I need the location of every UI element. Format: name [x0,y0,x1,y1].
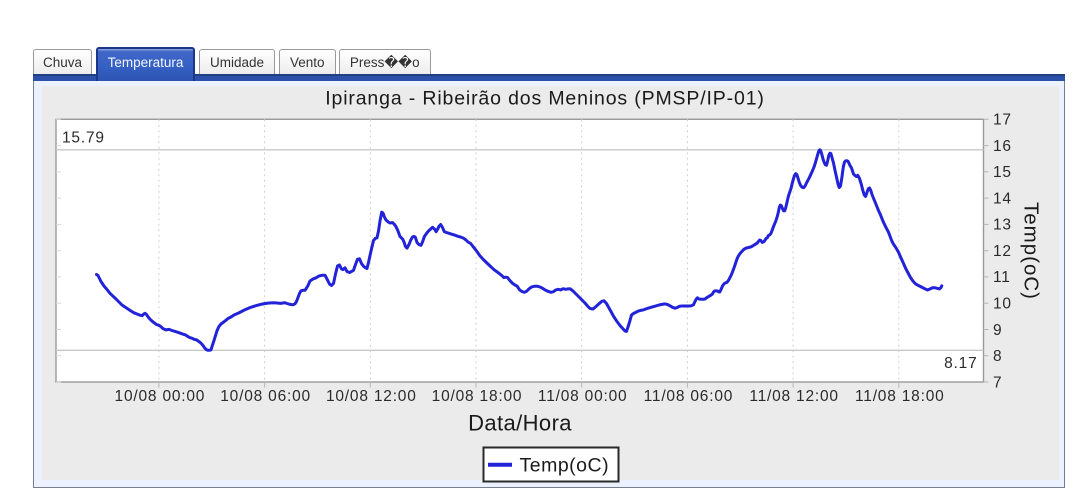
svg-text:Ipiranga - Ribeirão dos Menino: Ipiranga - Ribeirão dos Meninos (PMSP/IP… [325,88,765,110]
svg-text:10/08 00:00: 10/08 00:00 [115,388,206,405]
svg-text:Temp(oC): Temp(oC) [1020,202,1043,300]
svg-text:14: 14 [993,190,1012,207]
svg-text:11/08 18:00: 11/08 18:00 [855,388,945,405]
svg-text:10/08 06:00: 10/08 06:00 [220,388,311,405]
svg-text:10/08 18:00: 10/08 18:00 [432,388,523,405]
svg-text:12: 12 [993,243,1012,260]
svg-text:9: 9 [993,322,1002,339]
svg-text:8.17: 8.17 [944,355,977,372]
svg-text:13: 13 [993,217,1012,234]
svg-text:11/08 12:00: 11/08 12:00 [749,388,839,405]
svg-text:7: 7 [993,374,1002,391]
svg-text:10: 10 [993,296,1012,313]
svg-text:16: 16 [993,138,1012,155]
svg-text:8: 8 [993,348,1002,365]
svg-text:11/08 06:00: 11/08 06:00 [644,388,734,405]
svg-text:Temp(oC): Temp(oC) [520,455,610,477]
svg-text:10/08 12:00: 10/08 12:00 [326,388,417,405]
svg-text:11/08 00:00: 11/08 00:00 [538,388,628,405]
svg-text:15: 15 [993,164,1012,181]
svg-text:Data/Hora: Data/Hora [468,411,572,436]
svg-text:11: 11 [993,269,1011,286]
svg-text:17: 17 [993,112,1012,129]
svg-text:15.79: 15.79 [62,129,105,146]
